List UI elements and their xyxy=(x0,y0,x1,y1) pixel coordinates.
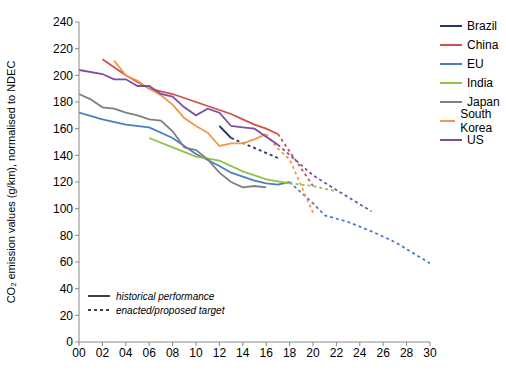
html-text:India: India xyxy=(467,75,493,90)
html-text:Brazil: Brazil xyxy=(467,18,497,33)
svg-text:26: 26 xyxy=(377,346,391,360)
svg-text:140: 140 xyxy=(53,149,73,163)
svg-text:120: 120 xyxy=(53,175,73,189)
svg-text:24: 24 xyxy=(353,346,367,360)
svg-text:12: 12 xyxy=(213,346,227,360)
svg-text:00: 00 xyxy=(72,346,86,360)
svg-text:18: 18 xyxy=(283,346,297,360)
svg-text:60: 60 xyxy=(60,255,74,269)
svg-text:0: 0 xyxy=(66,335,73,349)
html-text:enacted/proposed target: enacted/proposed target xyxy=(116,304,225,316)
svg-text:180: 180 xyxy=(53,95,73,109)
svg-text:08: 08 xyxy=(166,346,180,360)
svg-text:22: 22 xyxy=(330,346,344,360)
html-text:South Korea: South Korea xyxy=(460,106,493,135)
svg-text:28: 28 xyxy=(400,346,414,360)
html-text:EU: EU xyxy=(467,56,484,71)
svg-text:10: 10 xyxy=(189,346,203,360)
html-text:China: China xyxy=(467,37,499,52)
svg-text:40: 40 xyxy=(60,282,74,296)
html-text:Japan: Japan xyxy=(467,94,500,109)
svg-text:240: 240 xyxy=(53,15,73,29)
svg-text:CO₂ emission values (g/km), no: CO₂ emission values (g/km), normalised t… xyxy=(8,61,17,304)
svg-text:200: 200 xyxy=(53,69,73,83)
svg-text:14: 14 xyxy=(236,346,250,360)
html-text:US: US xyxy=(467,132,484,147)
html-text:historical performance: historical performance xyxy=(116,290,215,302)
svg-text:220: 220 xyxy=(53,42,73,56)
svg-text:04: 04 xyxy=(119,346,133,360)
svg-text:30: 30 xyxy=(423,346,437,360)
svg-text:06: 06 xyxy=(143,346,157,360)
svg-text:100: 100 xyxy=(53,202,73,216)
svg-text:16: 16 xyxy=(260,346,274,360)
svg-text:02: 02 xyxy=(96,346,110,360)
svg-text:20: 20 xyxy=(60,309,74,323)
svg-text:160: 160 xyxy=(53,122,73,136)
svg-text:80: 80 xyxy=(60,229,74,243)
svg-text:20: 20 xyxy=(306,346,320,360)
